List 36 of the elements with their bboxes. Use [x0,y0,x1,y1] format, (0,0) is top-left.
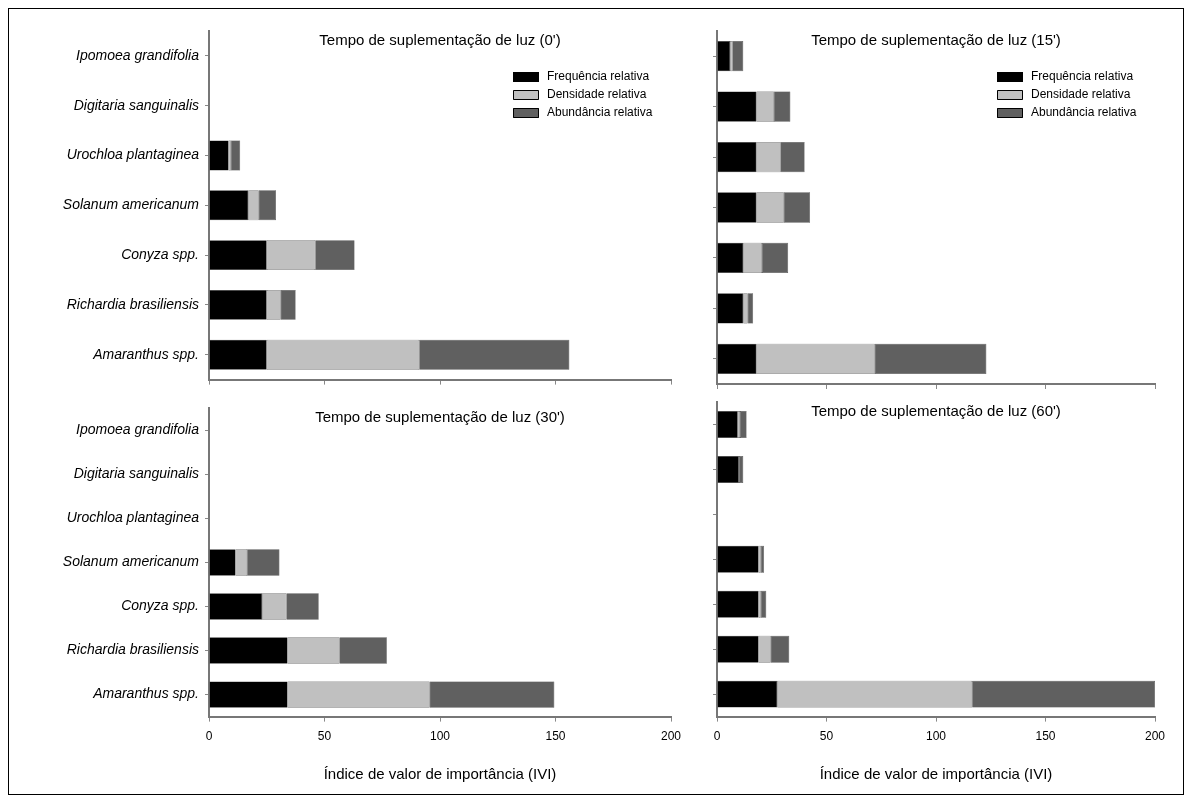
legend-label: Densidade relativa [1031,87,1131,102]
x-tick-label: 200 [1144,729,1166,744]
x-tick-label: 0 [713,729,721,744]
x-tick-label: 200 [660,729,682,744]
chart-title: Tempo de suplementação de luz (30') [315,408,565,426]
x-tick-label: 150 [545,729,566,744]
y-tick-label: Solanum americanum [62,196,200,213]
y-tick-label: Digitaria sanguinalis [73,96,199,113]
x-tick-label: 50 [819,729,834,744]
y-tick-label: Solanum americanum [62,553,200,570]
x-axis-title: Índice de valor de importância (IVI) [819,765,1053,783]
legend-label: Abundância relativa [547,105,653,120]
x-tick-label: 50 [317,729,332,744]
y-tick-label: Conyza spp. [121,597,199,614]
y-tick-label: Richardia brasiliensis [66,641,199,658]
x-tick-label: 100 [429,729,451,744]
legend-label: Abundância relativa [1031,105,1137,120]
chart-title: Tempo de suplementação de luz (15') [811,30,1061,48]
y-tick-label: Richardia brasiliensis [66,295,199,312]
chart-title: Tempo de suplementação de luz (0') [319,30,561,48]
y-tick-label: Conyza spp. [121,245,199,262]
y-tick-label: Ipomoea grandifolia [76,46,200,63]
y-tick-label: Ipomoea grandifolia [76,421,200,438]
x-axis-title: Índice de valor de importância (IVI) [323,765,557,783]
y-tick-label: Amaranthus spp. [92,345,199,362]
legend-label: Densidade relativa [547,87,647,102]
y-tick-label: Urochloa plantaginea [66,509,200,526]
x-tick-label: 100 [925,729,947,744]
y-tick-label: Amaranthus spp. [92,685,199,702]
y-tick-label: Urochloa plantaginea [66,146,200,163]
legend-label: Frequência relativa [1031,69,1134,84]
x-tick-label: 0 [205,729,213,744]
legend-label: Frequência relativa [547,69,650,84]
chart-title: Tempo de suplementação de luz (60') [811,401,1061,419]
x-tick-label: 150 [1035,729,1056,744]
y-tick-label: Digitaria sanguinalis [73,465,199,482]
